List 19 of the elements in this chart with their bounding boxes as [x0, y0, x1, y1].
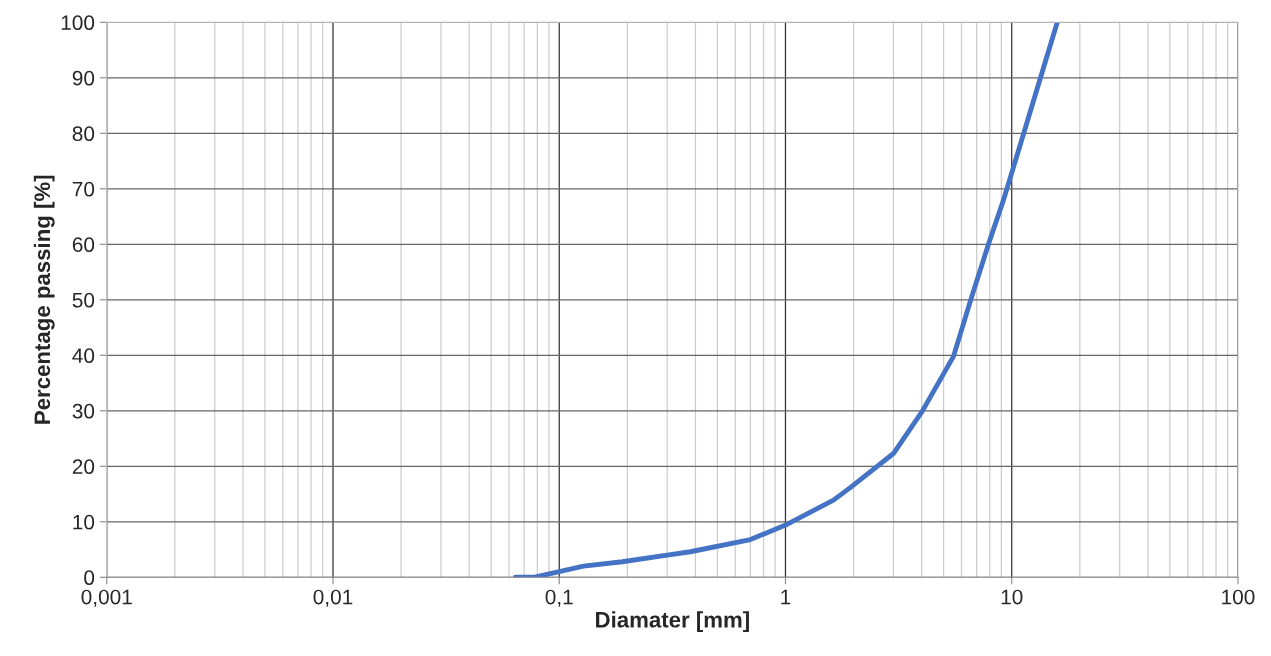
y-tick-label: 50	[72, 292, 95, 308]
y-tick-label: 60	[72, 237, 95, 253]
x-tick-label: 10	[1001, 589, 1023, 605]
y-tick-label: 80	[72, 126, 95, 142]
x-axis-title: Diamater [mm]	[596, 611, 749, 632]
x-tick-label: 0,01	[313, 589, 353, 607]
x-tick-label: 100	[1222, 589, 1255, 605]
y-tick-label: 70	[72, 181, 95, 197]
y-tick-label: 90	[72, 70, 95, 86]
y-tick-label: 30	[72, 403, 95, 419]
y-axis-title: Percentage passing [%]	[33, 175, 55, 424]
x-tick-label: 1	[781, 589, 791, 605]
y-tick-label: 20	[72, 459, 95, 475]
y-tick-label: 10	[73, 514, 95, 530]
y-tick-label: 0	[84, 570, 95, 586]
y-tick-label: 40	[72, 348, 95, 364]
x-tick-label: 0,001	[81, 589, 132, 607]
x-tick-label: 0,1	[545, 589, 573, 607]
y-tick-label: 100	[61, 15, 95, 31]
